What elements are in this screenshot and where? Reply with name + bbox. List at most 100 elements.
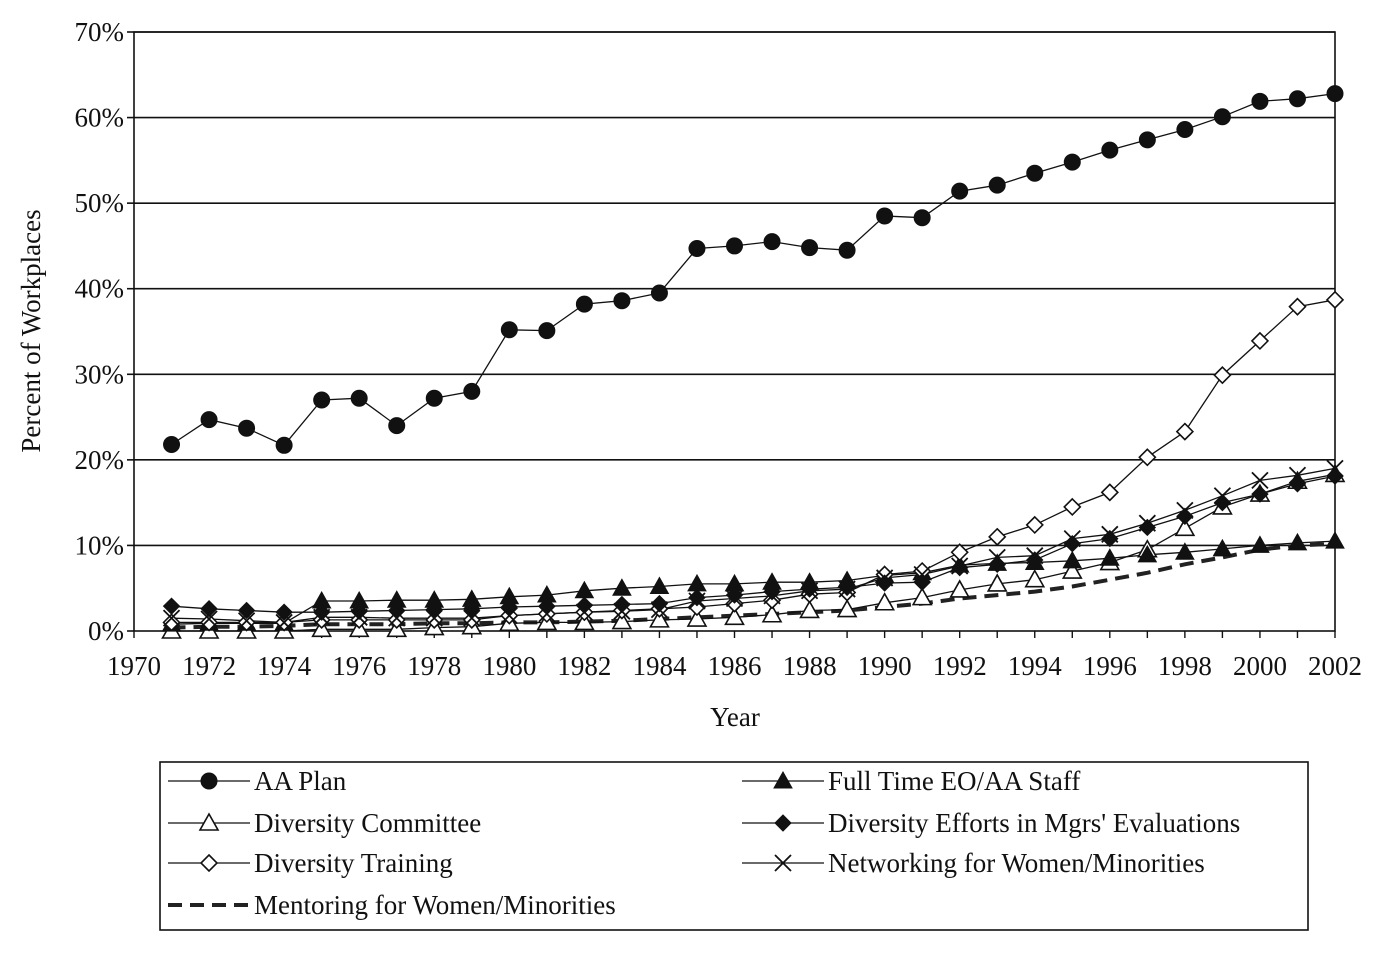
x-tick-label: 1970 (107, 651, 161, 681)
data-point-diversity-efforts-in-mgrs-evaluations (1101, 529, 1119, 548)
series-line-diversity-committee (171, 473, 1336, 632)
data-point-networking-for-women-minorities (1026, 547, 1044, 565)
data-point-diversity-efforts-in-mgrs-evaluations (950, 558, 969, 577)
data-point-full-time-eo-aa-staff (1062, 550, 1083, 569)
data-point-diversity-training (162, 613, 181, 632)
data-point-aa-plan (313, 391, 331, 409)
data-point-diversity-training (1288, 297, 1307, 316)
data-point-networking-for-women-minorities (200, 610, 218, 628)
series-line-diversity-efforts-in-mgrs-evaluations (171, 475, 1336, 613)
data-point-aa-plan (1326, 85, 1344, 103)
data-point-networking-for-women-minorities (575, 603, 594, 621)
data-point-diversity-committee (574, 611, 595, 631)
data-point-aa-plan (500, 321, 518, 339)
data-point-networking-for-women-minorities (913, 565, 931, 584)
data-point-networking-for-women-minorities (463, 609, 481, 627)
data-point-diversity-efforts-in-mgrs-evaluations (162, 597, 181, 615)
data-point-diversity-committee (724, 606, 745, 626)
legend-label-aa-plan: AA Plan (254, 766, 347, 796)
x-tick-label: 1994 (1008, 651, 1063, 681)
data-point-aa-plan (463, 382, 481, 400)
data-point-networking-for-women-minorities (425, 609, 443, 627)
data-point-diversity-efforts-in-mgrs-evaluations (1176, 507, 1194, 526)
data-point-diversity-efforts-in-mgrs-evaluations (237, 601, 256, 620)
data-point-diversity-efforts-in-mgrs-evaluations (650, 594, 669, 613)
series-lines (171, 92, 1336, 632)
data-point-networking-for-women-minorities (313, 608, 331, 626)
data-point-networking-for-women-minorities (538, 605, 556, 623)
data-point-diversity-training (1100, 483, 1119, 502)
data-point-full-time-eo-aa-staff (1212, 538, 1233, 557)
y-tick-label: 10% (75, 530, 125, 560)
legend-label-diversity-training: Diversity Training (254, 848, 453, 878)
series-line-aa-plan (171, 92, 1336, 447)
y-tick-label: 50% (75, 188, 125, 218)
legend-marker-diversity-training (199, 853, 219, 873)
data-point-networking-for-women-minorities (988, 548, 1006, 567)
x-tick-label: 1978 (407, 651, 461, 681)
y-tick-label: 60% (75, 103, 125, 133)
data-point-networking-for-women-minorities (951, 557, 969, 575)
data-point-diversity-training (1063, 497, 1082, 517)
data-point-aa-plan (163, 435, 181, 453)
x-tick-label: 1992 (933, 651, 987, 681)
data-point-networking-for-women-minorities (838, 580, 856, 598)
data-point-diversity-committee (1024, 569, 1046, 588)
data-point-diversity-efforts-in-mgrs-evaluations (350, 602, 368, 621)
data-point-networking-for-women-minorities (1063, 529, 1081, 548)
data-point-full-time-eo-aa-staff (649, 576, 670, 595)
legend-marker-aa-plan (200, 772, 218, 790)
x-tick-label: 1996 (1083, 651, 1137, 681)
data-point-aa-plan (1101, 141, 1119, 159)
data-point-diversity-efforts-in-mgrs-evaluations (1251, 485, 1269, 503)
data-point-aa-plan (1288, 90, 1306, 108)
legend: AA Plan Full Time EO/AA Staff Diversity Co… (159, 761, 1309, 931)
data-point-aa-plan (688, 239, 706, 257)
data-point-diversity-efforts-in-mgrs-evaluations (763, 582, 781, 601)
data-point-aa-plan (988, 176, 1006, 194)
data-point-diversity-training (425, 610, 444, 630)
data-point-diversity-efforts-in-mgrs-evaluations (1288, 475, 1307, 493)
x-tick-label: 1984 (632, 651, 687, 681)
data-point-diversity-efforts-in-mgrs-evaluations (312, 603, 331, 621)
data-point-diversity-training (1213, 366, 1232, 385)
data-point-aa-plan (538, 322, 556, 340)
legend-marker-diversity-committee (198, 812, 220, 831)
data-point-diversity-efforts-in-mgrs-evaluations (688, 588, 706, 607)
x-tick-label: 1986 (708, 651, 762, 681)
data-point-diversity-committee (986, 573, 1008, 592)
data-point-networking-for-women-minorities (350, 608, 368, 626)
x-axis-title: Year (710, 702, 760, 732)
data-point-diversity-efforts-in-mgrs-evaluations (1138, 518, 1157, 537)
data-point-full-time-eo-aa-staff (687, 573, 707, 592)
series-line-diversity-training (171, 299, 1336, 624)
data-point-aa-plan (951, 182, 969, 200)
data-point-diversity-efforts-in-mgrs-evaluations (1063, 535, 1081, 553)
data-point-networking-for-women-minorities (237, 612, 256, 630)
y-axis-title: Percent of Workplaces (16, 209, 46, 452)
data-point-aa-plan (425, 389, 443, 407)
data-point-diversity-training (387, 610, 406, 630)
legend-label-diversity-efforts-in-mgrs-evaluations: Diversity Efforts in Mgrs' Evaluations (828, 808, 1240, 838)
data-point-diversity-training (687, 597, 707, 617)
data-point-diversity-committee (911, 586, 933, 606)
data-point-diversity-committee (611, 610, 633, 630)
x-tick-label: 1988 (783, 651, 837, 681)
data-point-diversity-training (1250, 331, 1270, 351)
data-point-networking-for-women-minorities (1138, 514, 1156, 532)
data-point-aa-plan (913, 209, 931, 227)
legend-marker-diversity-efforts-in-mgrs-evaluations (774, 814, 792, 832)
data-point-networking-for-women-minorities (688, 592, 706, 610)
legend-label-networking-for-women-minorities: Networking for Women/Minorities (828, 848, 1205, 878)
data-point-diversity-committee (1061, 560, 1083, 579)
data-point-full-time-eo-aa-staff (1250, 535, 1270, 553)
data-point-networking-for-women-minorities (162, 609, 181, 627)
data-point-aa-plan (350, 389, 368, 407)
data-point-networking-for-women-minorities (725, 589, 744, 608)
data-point-networking-for-women-minorities (613, 602, 631, 620)
y-tick-label: 20% (75, 445, 125, 475)
legend-label-diversity-committee: Diversity Committee (254, 808, 481, 838)
legend-marker-networking-for-women-minorities (774, 854, 792, 872)
